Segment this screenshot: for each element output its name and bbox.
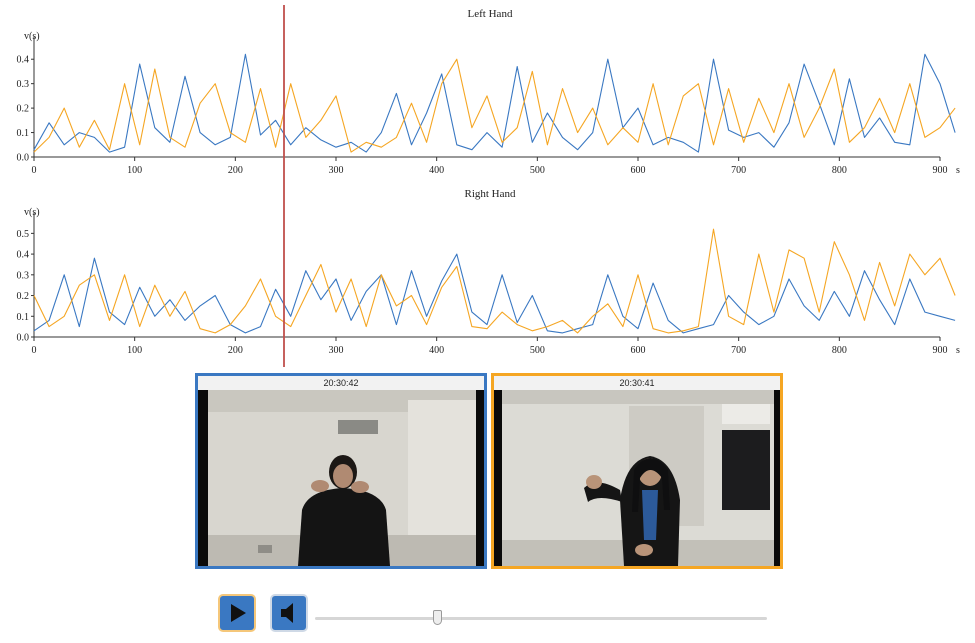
- video-timestamp: 20:30:41: [494, 376, 780, 390]
- speaker-icon: [281, 603, 293, 623]
- x-tick-label: 500: [530, 165, 545, 176]
- video-image: [198, 390, 484, 566]
- x-axis-unit: s: [956, 345, 960, 356]
- series-line-1: [33, 253, 956, 334]
- chart-title: Right Hand: [464, 188, 516, 200]
- right-hand-chart[interactable]: Right Hand 0 100 200 300 400 500 600 700 800 900 s 0…: [0, 183, 975, 363]
- video-frame[interactable]: [494, 390, 780, 566]
- x-tick-label: 400: [429, 165, 444, 176]
- x-tick-label: 800: [832, 345, 847, 356]
- y-tick-label: 0.2: [17, 291, 30, 302]
- video-panel-left[interactable]: 20:30:42: [195, 373, 487, 569]
- x-tick-label: 100: [127, 165, 142, 176]
- play-icon: [231, 604, 246, 622]
- y-tick-label: 0.4: [17, 250, 30, 261]
- x-tick-label: 600: [631, 165, 646, 176]
- series-line-1: [33, 53, 956, 153]
- y-tick-label: 0.4: [17, 55, 30, 66]
- x-tick-label: 0: [32, 165, 37, 176]
- y-tick-label: 0.1: [17, 312, 30, 323]
- video-panel-right[interactable]: 20:30:41: [491, 373, 783, 569]
- x-tick-label: 700: [731, 345, 746, 356]
- x-tick-label: 400: [429, 345, 444, 356]
- y-tick-label: 0.3: [17, 270, 30, 281]
- seek-slider-thumb[interactable]: [432, 610, 442, 625]
- x-tick-label: 500: [530, 345, 545, 356]
- y-tick-label: 0.2: [17, 104, 30, 115]
- left-hand-chart[interactable]: Left Hand 0 100 200 300 400 500 600 700 800 900 s 0.…: [0, 0, 975, 185]
- x-tick-label: 100: [127, 345, 142, 356]
- x-tick-label: 600: [631, 345, 646, 356]
- series-line-2: [33, 58, 956, 153]
- x-tick-label: 200: [228, 165, 243, 176]
- y-tick-label: 0.1: [17, 128, 30, 139]
- x-axis-unit: s: [956, 165, 960, 176]
- y-axis-label: v(s): [24, 31, 40, 42]
- seek-slider[interactable]: [315, 610, 767, 625]
- playhead-marker[interactable]: [282, 5, 285, 367]
- y-tick-label: 0.5: [17, 229, 30, 240]
- chart-title: Left Hand: [468, 8, 513, 20]
- x-tick-label: 700: [731, 165, 746, 176]
- video-timestamp: 20:30:42: [198, 376, 484, 390]
- x-tick-label: 800: [832, 165, 847, 176]
- x-tick-label: 300: [329, 165, 344, 176]
- y-axis-label: v(s): [24, 207, 40, 218]
- x-tick-label: 200: [228, 345, 243, 356]
- video-image: [494, 390, 780, 566]
- y-tick-label: 0.0: [17, 333, 30, 344]
- x-tick-label: 300: [329, 345, 344, 356]
- play-button[interactable]: [218, 594, 256, 632]
- y-tick-label: 0.0: [17, 153, 30, 164]
- x-tick-label: 0: [32, 345, 37, 356]
- y-tick-label: 0.3: [17, 79, 30, 90]
- video-frame[interactable]: [198, 390, 484, 566]
- x-tick-label: 900: [933, 345, 948, 356]
- series-line-2: [33, 228, 956, 334]
- volume-button[interactable]: [270, 594, 308, 632]
- x-tick-label: 900: [933, 165, 948, 176]
